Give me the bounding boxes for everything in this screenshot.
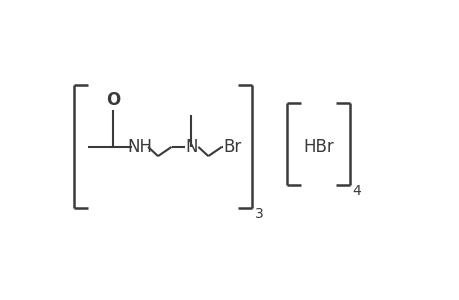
Text: N: N <box>185 138 197 156</box>
Text: O: O <box>106 91 120 109</box>
Text: Br: Br <box>223 138 241 156</box>
Text: 4: 4 <box>352 184 361 198</box>
Text: 3: 3 <box>255 207 263 221</box>
Text: NH: NH <box>127 138 151 156</box>
Text: HBr: HBr <box>302 138 333 156</box>
